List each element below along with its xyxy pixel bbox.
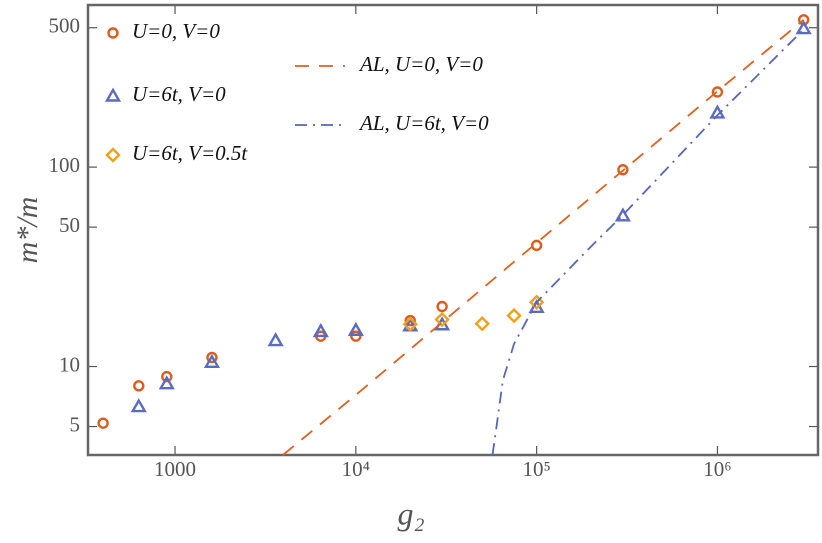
legend-label: U=0, V=0 xyxy=(132,19,220,43)
legend-marker xyxy=(104,87,122,102)
data-point xyxy=(434,311,450,328)
data-point xyxy=(795,20,812,35)
plot-frame xyxy=(86,3,820,457)
data-point xyxy=(97,417,109,429)
data-point xyxy=(474,315,490,332)
legend-marker xyxy=(105,147,121,163)
fit-line xyxy=(491,28,805,456)
data-point xyxy=(206,351,218,364)
data-point xyxy=(402,316,418,332)
data-point xyxy=(267,332,284,347)
data-point xyxy=(436,300,448,313)
data-point xyxy=(158,375,175,390)
data-point xyxy=(350,330,362,342)
data-point xyxy=(528,294,545,310)
data-point xyxy=(133,380,145,392)
x-axis-label: g₂ xyxy=(397,495,424,531)
x-tick-label: 10⁵ xyxy=(522,457,550,481)
data-point xyxy=(711,86,724,98)
data-point xyxy=(130,398,147,413)
data-point xyxy=(312,322,329,338)
legend-label: AL, U=6t, V=0 xyxy=(358,111,489,135)
x-tick-label: 10⁶ xyxy=(703,457,731,481)
legend-label: U=6t, V=0.5t xyxy=(132,141,248,165)
data-point xyxy=(530,239,543,252)
y-tick-label: 100 xyxy=(49,153,81,177)
y-tick-label: 500 xyxy=(49,14,81,38)
x-tick-label: 10⁴ xyxy=(342,457,370,481)
data-point xyxy=(506,307,522,324)
data-point xyxy=(617,164,629,176)
y-tick-label: 50 xyxy=(59,213,80,237)
y-tick-label: 5 xyxy=(70,412,81,436)
data-point xyxy=(614,207,631,222)
data-point xyxy=(161,370,173,383)
legend-marker xyxy=(107,27,119,39)
y-tick-label: 10 xyxy=(59,352,80,376)
y-axis-label: m*/m xyxy=(11,197,44,264)
data-point xyxy=(203,353,221,368)
legend-label: AL, U=0, V=0 xyxy=(358,52,483,76)
legend-label: U=6t, V=0 xyxy=(132,82,226,106)
data-point xyxy=(404,314,416,327)
x-tick-label: 1000 xyxy=(154,457,196,481)
data-point xyxy=(347,321,364,336)
fit-line xyxy=(282,19,805,456)
